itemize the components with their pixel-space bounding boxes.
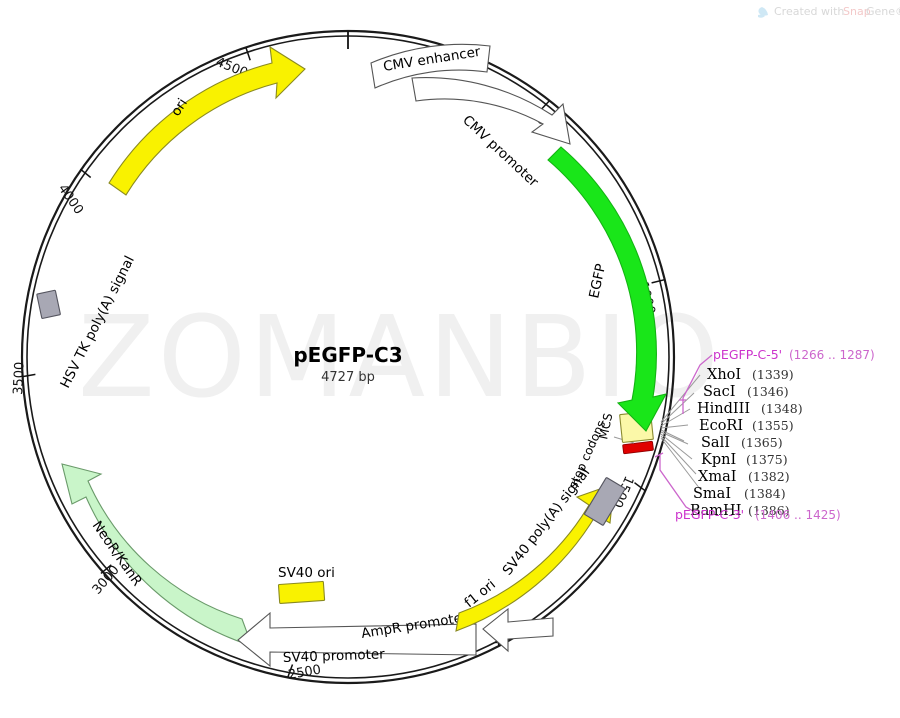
primer-position-3prime: (1406 .. 1425) <box>755 508 841 522</box>
restriction-leader-lines <box>660 374 701 490</box>
site-name-sali: SalI <box>701 435 730 451</box>
restriction-site-bamhi[interactable]: BamHI (1386) <box>690 503 790 519</box>
restriction-site-kpni[interactable]: KpnI (1375) <box>701 452 788 468</box>
feature-sv40-ori[interactable]: SV40 ori <box>277 565 335 604</box>
feature-shape-ori[interactable] <box>108 45 306 196</box>
watermark: ZOMANBIO <box>78 293 722 423</box>
feature-shape-stop-codons[interactable] <box>622 440 654 455</box>
restriction-site-ecori[interactable]: EcoRI (1355) <box>699 418 794 434</box>
tick-2500: 2500 <box>287 662 322 683</box>
site-position-smai: (1384) <box>744 486 786 501</box>
snapgene-brand-red: Snap <box>843 5 871 18</box>
feature-shape-ampr-promoter[interactable] <box>482 607 554 653</box>
feature-shape-neor-kanr[interactable] <box>61 463 253 647</box>
primer-name-5prime: pEGFP-C-5' <box>713 347 782 362</box>
primer-pegfp-c-5prime[interactable]: pEGFP-C-5' (1266 .. 1287) <box>713 347 875 362</box>
snapgene-branding: Created with Snap Gene® <box>758 5 900 18</box>
feature-shape-sv40-polya-signal[interactable] <box>584 477 626 526</box>
site-position-ecori: (1355) <box>752 418 794 433</box>
feature-label-egfp: EGFP <box>586 262 609 299</box>
plasmid-length: 4727 bp <box>321 370 375 385</box>
feature-shape-cmv-enhancer[interactable] <box>370 43 491 89</box>
feature-cmv-promoter[interactable]: CMV promoter <box>411 77 571 191</box>
snapgene-logo-icon <box>758 7 768 18</box>
restriction-site-xmai[interactable]: XmaI (1382) <box>698 469 790 485</box>
feature-ori[interactable]: ori <box>108 45 306 196</box>
feature-egfp[interactable]: EGFP <box>547 146 668 432</box>
tick-label-4000: 4000 <box>55 182 86 218</box>
site-position-kpni: (1375) <box>746 452 788 467</box>
site-name-smai: SmaI <box>693 486 731 502</box>
feature-label-mcs: MCS <box>596 412 615 441</box>
site-name-ecori: EcoRI <box>699 418 743 434</box>
feature-shape-sv40-promoter[interactable] <box>237 611 477 668</box>
snapgene-prefix: Created with <box>774 5 844 18</box>
page-title: pEGFP-C3 <box>293 343 402 367</box>
feature-shape-egfp[interactable] <box>547 146 668 432</box>
site-name-saci: SacI <box>703 384 735 400</box>
primer-leader-lines <box>654 354 713 516</box>
snapgene-brand-grey: Gene® <box>866 5 900 18</box>
site-position-xhoi: (1339) <box>752 367 794 382</box>
tick-label-2500: 2500 <box>287 662 322 683</box>
site-position-saci: (1346) <box>747 384 789 399</box>
site-position-sali: (1365) <box>741 435 783 450</box>
feature-label-sv40-ori: SV40 ori <box>278 565 335 581</box>
site-name-kpni: KpnI <box>701 452 736 468</box>
site-position-bamhi: (1386) <box>748 503 790 518</box>
primer-position-5prime: (1266 .. 1287) <box>789 348 875 362</box>
restriction-site-smai[interactable]: SmaI (1384) <box>693 486 786 502</box>
feature-sv40-promoter[interactable]: SV40 promoter <box>237 611 477 668</box>
site-name-xmai: XmaI <box>698 469 736 485</box>
feature-sv40-polya-signal[interactable]: SV40 poly(A) signal <box>500 465 626 579</box>
primer-name-3prime: pEGFP-C-3' <box>675 507 744 522</box>
tick-label-3500: 3500 <box>11 361 28 395</box>
site-position-hindiii: (1348) <box>761 401 803 416</box>
feature-label-cmv-promoter: CMV promoter <box>459 112 541 190</box>
restriction-site-list: XhoI (1339) SacI (1346) HindIII (1348) E… <box>690 367 803 519</box>
site-name-hindiii: HindIII <box>697 401 750 417</box>
restriction-site-hindiii[interactable]: HindIII (1348) <box>697 401 803 417</box>
restriction-site-xhoi[interactable]: XhoI (1339) <box>707 367 794 383</box>
watermark-text: ZOMANBIO <box>78 293 722 423</box>
feature-label-sv40-promoter: SV40 promoter <box>283 646 386 666</box>
plasmid-title-group: pEGFP-C3 4727 bp <box>293 343 402 385</box>
tick-3500: 3500 <box>11 361 36 395</box>
feature-shape-cmv-promoter[interactable] <box>411 77 571 145</box>
tick-4000: 4000 <box>55 168 92 218</box>
feature-shape-sv40-ori[interactable] <box>277 580 326 604</box>
site-position-xmai: (1382) <box>748 469 790 484</box>
restriction-site-saci[interactable]: SacI (1346) <box>703 384 789 400</box>
feature-neor-kanr[interactable]: NeoR/KanR <box>61 463 253 647</box>
site-name-xhoi: XhoI <box>707 367 741 383</box>
primer-pegfp-c-3prime[interactable]: pEGFP-C-3' (1406 .. 1425) <box>675 507 841 522</box>
restriction-site-sali[interactable]: SalI (1365) <box>701 435 783 451</box>
feature-shape-hsv-tk-polya-signal[interactable] <box>36 289 61 319</box>
site-name-bamhi: BamHI <box>690 503 741 519</box>
